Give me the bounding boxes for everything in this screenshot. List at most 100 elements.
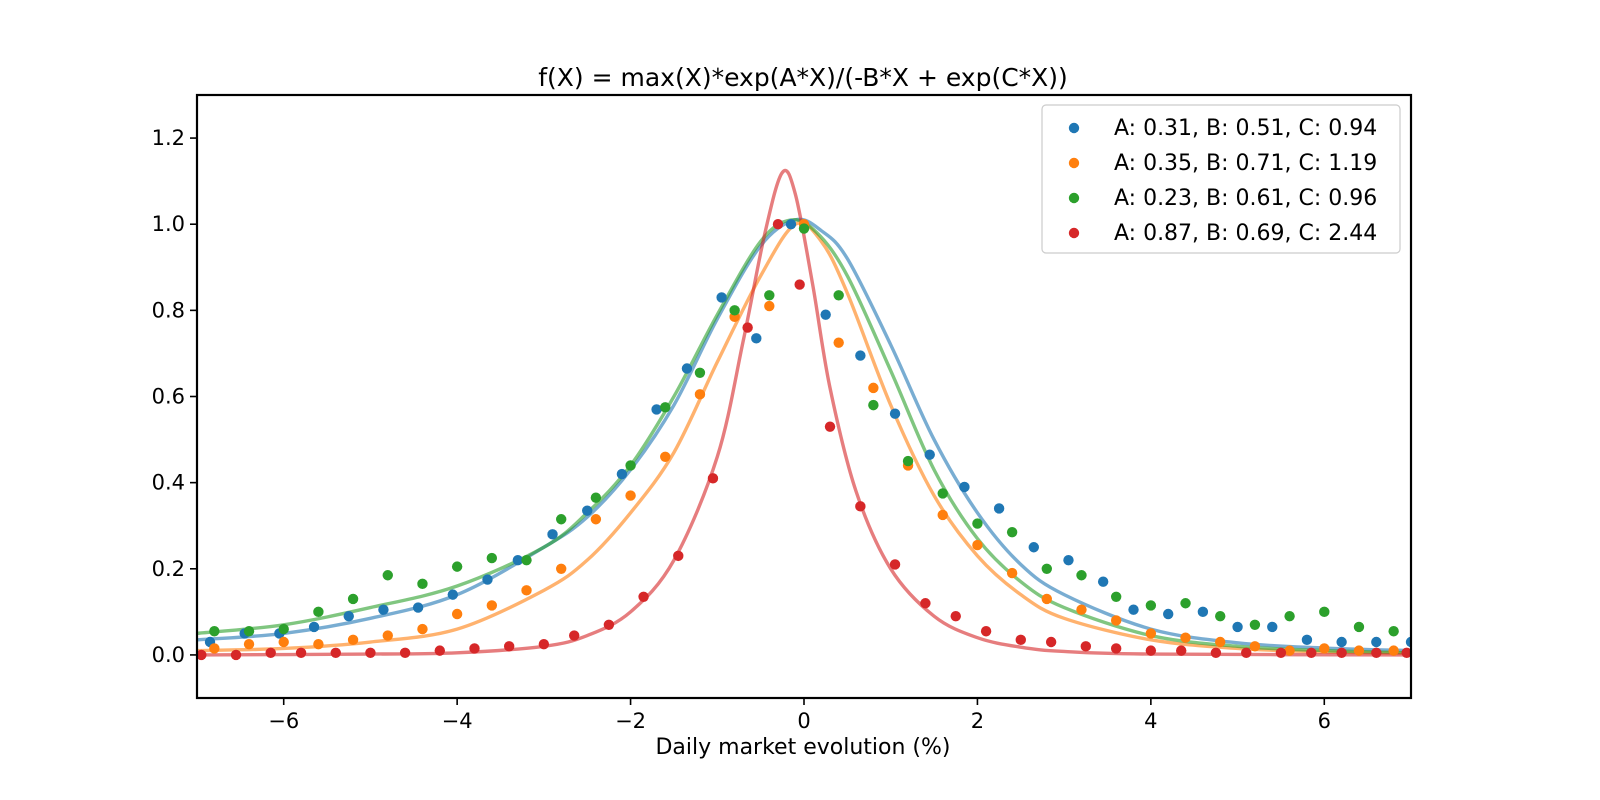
- scatter-point-series-3: [1353, 621, 1365, 633]
- scatter-point-series-4: [638, 591, 649, 602]
- scatter-point-series-1: [1097, 576, 1109, 587]
- scatter-point-series-1: [1405, 636, 1411, 648]
- legend-frame: [1041, 104, 1401, 254]
- scatter-point-series-1: [547, 529, 558, 540]
- x-axis-label: Daily market evolution (%): [655, 735, 950, 760]
- scatter-point-series-4: [197, 649, 207, 661]
- scatter-point-series-2: [486, 600, 498, 611]
- y-axis: 0.0 0.2 0.4 0.6 0.8 1.0 1.2: [152, 126, 197, 667]
- scatter-point-series-3: [729, 305, 740, 316]
- scatter-point-series-1: [651, 404, 662, 415]
- scatter-point-series-4: [603, 619, 615, 630]
- y-tick-label: 0.4: [152, 471, 185, 495]
- scatter-point-series-1: [716, 292, 727, 303]
- scatter-point-series-4: [399, 647, 411, 658]
- scatter-point-series-2: [556, 563, 567, 574]
- scatter-point-series-4: [707, 473, 719, 484]
- scatter-point-series-4: [1306, 647, 1317, 658]
- scatter-point-series-1: [1267, 621, 1278, 633]
- scatter-point-series-4: [1080, 641, 1092, 652]
- x-axis: −6 −4 −2 0 2 4 6: [268, 698, 1331, 733]
- y-tick-label: 0.8: [152, 298, 185, 322]
- scatter-point-series-3: [521, 554, 532, 566]
- legend-entry-label: A: 0.35, B: 0.71, C: 1.19: [1114, 151, 1377, 176]
- scatter-point-series-3: [1319, 606, 1330, 618]
- scatter-point-series-3: [1215, 610, 1226, 622]
- legend-entry-label: A: 0.31, B: 0.51, C: 0.94: [1114, 116, 1377, 141]
- scatter-point-series-4: [950, 610, 961, 622]
- scatter-point-series-3: [1076, 570, 1087, 581]
- scatter-point-series-2: [382, 630, 393, 641]
- scatter-point-series-4: [1110, 643, 1122, 654]
- x-tick-label: 0: [797, 709, 810, 733]
- scatter-point-series-1: [1197, 606, 1209, 618]
- scatter-point-series-4: [980, 626, 992, 637]
- scatter-point-series-3: [313, 606, 324, 618]
- scatter-point-series-4: [538, 638, 550, 650]
- scatter-point-series-4: [230, 649, 242, 661]
- scatter-point-series-1: [751, 333, 762, 344]
- scatter-point-series-4: [889, 559, 901, 570]
- scatter-point-series-2: [1319, 643, 1330, 654]
- legend-entry-label: A: 0.23, B: 0.61, C: 0.96: [1114, 186, 1377, 211]
- scatter-point-series-2: [209, 643, 220, 654]
- scatter-point-series-4: [1275, 647, 1287, 658]
- scatter-point-series-3: [209, 626, 220, 637]
- scatter-point-series-3: [347, 593, 359, 605]
- scatter-point-series-4: [673, 550, 684, 562]
- scatter-point-series-4: [1401, 647, 1411, 658]
- scatter-point-series-3: [868, 399, 879, 411]
- scatter-point-series-2: [1353, 645, 1365, 656]
- scatter-point-series-2: [625, 490, 636, 501]
- scatter-point-series-3: [1041, 563, 1053, 574]
- scatter-point-series-3: [1110, 591, 1122, 602]
- scatter-point-series-2: [1388, 645, 1399, 656]
- scatter-point-series-3: [764, 290, 775, 301]
- scatter-point-series-1: [1301, 634, 1313, 646]
- scatter-point-series-2: [347, 634, 359, 646]
- scatter-point-series-1: [1028, 542, 1039, 553]
- scatter-point-series-4: [855, 501, 866, 512]
- scatter-point-series-1: [785, 219, 797, 230]
- scatter-point-series-2: [417, 623, 428, 635]
- legend-marker: [1068, 192, 1080, 204]
- scatter-point-series-2: [590, 514, 602, 525]
- scatter-point-series-1: [681, 363, 693, 374]
- plot-area: [197, 168, 1411, 661]
- scatter-point-series-2: [972, 539, 983, 551]
- scatter-point-series-3: [243, 626, 255, 637]
- scatter-point-series-1: [855, 350, 866, 361]
- scatter-point-series-4: [1336, 647, 1347, 658]
- scatter-point-series-1: [512, 554, 524, 566]
- x-tick-label: 4: [1144, 709, 1157, 733]
- scatter-point-series-1: [447, 589, 459, 600]
- scatter-point-series-4: [1145, 645, 1157, 656]
- scatter-point-series-2: [243, 638, 255, 650]
- scatter-point-series-1: [1063, 554, 1074, 566]
- scatter-point-series-1: [616, 468, 628, 480]
- scatter-point-series-3: [417, 578, 428, 590]
- scatter-point-series-3: [694, 367, 706, 379]
- scatter-point-series-4: [365, 647, 376, 658]
- x-tick-label: 6: [1318, 709, 1331, 733]
- scatter-point-series-4: [1176, 645, 1187, 656]
- scatter-point-series-3: [278, 623, 289, 635]
- y-tick-label: 1.2: [152, 126, 185, 150]
- scatter-point-series-2: [1215, 636, 1226, 648]
- scatter-point-series-4: [1210, 647, 1222, 658]
- scatter-point-series-1: [1336, 636, 1347, 648]
- scatter-point-series-1: [343, 610, 354, 622]
- y-tick-label: 0.6: [152, 385, 185, 409]
- scatter-point-series-2: [937, 509, 948, 521]
- scatter-point-series-3: [590, 492, 602, 503]
- scatter-point-series-1: [993, 503, 1005, 514]
- scatter-point-series-4: [295, 647, 307, 658]
- legend: A: 0.31, B: 0.51, C: 0.94 A: 0.35, B: 0.7…: [1041, 104, 1401, 254]
- scatter-point-series-2: [1076, 604, 1087, 615]
- scatter-point-series-3: [625, 460, 636, 471]
- scatter-point-series-3: [937, 488, 948, 499]
- scatter-point-series-2: [451, 608, 463, 620]
- scatter-point-series-4: [1015, 634, 1026, 646]
- scatter-point-series-4: [503, 641, 515, 652]
- scatter-point-series-1: [582, 505, 593, 516]
